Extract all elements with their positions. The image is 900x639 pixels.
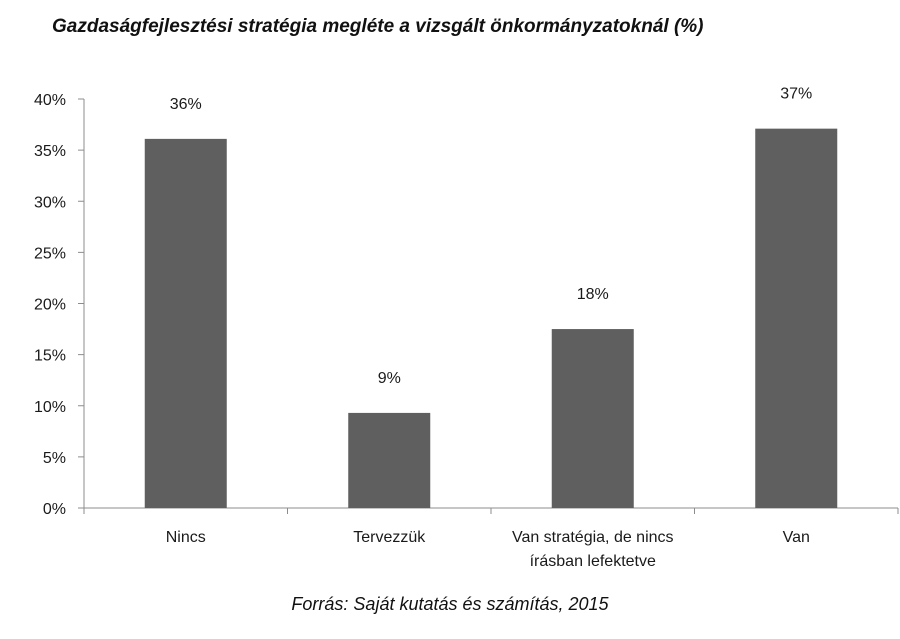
y-tick-label: 15% bbox=[34, 348, 66, 365]
category-label: Nincs bbox=[166, 529, 206, 546]
category-label: Van bbox=[783, 529, 810, 546]
bar bbox=[348, 412, 431, 508]
data-label: 36% bbox=[170, 96, 202, 113]
chart-source-note: Forrás: Saját kutatás és számítás, 2015 bbox=[291, 594, 609, 614]
y-tick-label: 25% bbox=[34, 245, 66, 262]
chart-title: Gazdaságfejlesztési stratégia megléte a … bbox=[52, 16, 704, 37]
data-label: 37% bbox=[780, 86, 812, 103]
data-label: 18% bbox=[577, 286, 609, 303]
y-tick-label: 10% bbox=[34, 399, 66, 416]
y-tick-label: 5% bbox=[43, 450, 66, 467]
category-label: írásban lefektetve bbox=[530, 553, 656, 570]
bar bbox=[551, 329, 634, 508]
y-tick-label: 35% bbox=[34, 143, 66, 160]
y-tick-label: 30% bbox=[34, 194, 66, 211]
y-tick-label: 20% bbox=[34, 297, 66, 314]
data-label: 9% bbox=[378, 370, 401, 387]
bar bbox=[755, 128, 838, 508]
category-label: Van stratégia, de nincs bbox=[512, 529, 674, 546]
category-label: Tervezzük bbox=[353, 529, 426, 546]
y-tick-label: 40% bbox=[34, 92, 66, 109]
y-tick-label: 0% bbox=[43, 501, 66, 518]
bar bbox=[144, 138, 227, 508]
